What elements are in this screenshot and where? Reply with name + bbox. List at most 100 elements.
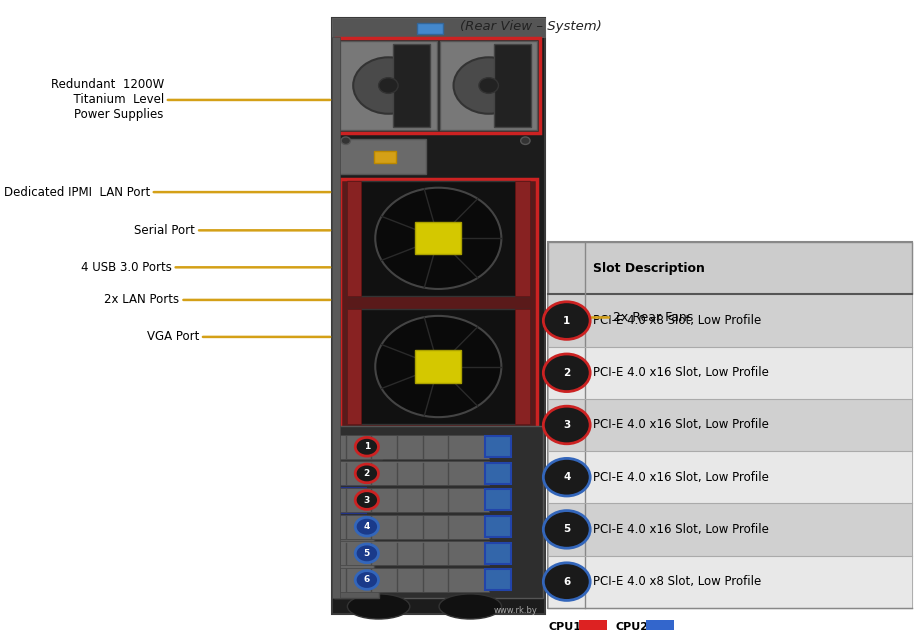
Text: 1: 1 [563, 316, 570, 326]
FancyBboxPatch shape [374, 151, 395, 163]
Text: 5: 5 [563, 525, 570, 535]
FancyBboxPatch shape [485, 569, 511, 590]
FancyBboxPatch shape [548, 347, 912, 399]
FancyBboxPatch shape [334, 539, 374, 554]
FancyBboxPatch shape [346, 309, 361, 424]
Text: (Rear View – System): (Rear View – System) [460, 20, 602, 33]
Circle shape [355, 491, 379, 509]
FancyBboxPatch shape [548, 504, 912, 556]
FancyBboxPatch shape [485, 463, 511, 484]
FancyBboxPatch shape [339, 179, 537, 429]
FancyBboxPatch shape [336, 38, 541, 133]
Text: PCI-E 4.0 x16 Slot, Low Profile: PCI-E 4.0 x16 Slot, Low Profile [593, 366, 769, 379]
Text: 6: 6 [563, 577, 570, 587]
FancyBboxPatch shape [346, 181, 530, 296]
Circle shape [479, 77, 498, 93]
Circle shape [543, 354, 590, 392]
Text: 2: 2 [364, 469, 370, 478]
FancyBboxPatch shape [334, 516, 366, 527]
Circle shape [355, 464, 379, 483]
Text: CPU2: CPU2 [615, 622, 648, 632]
Text: 6: 6 [364, 575, 370, 584]
FancyBboxPatch shape [416, 222, 461, 255]
Text: Slot Description: Slot Description [593, 262, 705, 275]
Circle shape [454, 57, 524, 114]
FancyBboxPatch shape [394, 44, 431, 127]
FancyBboxPatch shape [579, 620, 606, 633]
Circle shape [355, 571, 379, 589]
FancyBboxPatch shape [417, 23, 443, 34]
FancyBboxPatch shape [334, 474, 366, 486]
FancyBboxPatch shape [332, 18, 545, 37]
Ellipse shape [439, 594, 502, 619]
Text: 2x Rear Fans: 2x Rear Fans [613, 311, 693, 324]
FancyBboxPatch shape [334, 557, 374, 572]
FancyBboxPatch shape [548, 242, 912, 295]
FancyBboxPatch shape [332, 37, 339, 598]
Circle shape [355, 544, 379, 563]
Text: Dedicated IPMI  LAN Port: Dedicated IPMI LAN Port [4, 185, 150, 199]
Text: 2x LAN Ports: 2x LAN Ports [104, 293, 179, 307]
FancyBboxPatch shape [416, 351, 461, 383]
Ellipse shape [347, 594, 410, 619]
Text: 3: 3 [364, 495, 370, 505]
Text: 5: 5 [364, 549, 370, 558]
FancyBboxPatch shape [548, 399, 912, 451]
Text: PCI-E 4.0 x16 Slot, Low Profile: PCI-E 4.0 x16 Slot, Low Profile [593, 418, 769, 432]
FancyBboxPatch shape [485, 436, 511, 457]
FancyBboxPatch shape [346, 309, 530, 424]
Circle shape [543, 302, 590, 339]
FancyBboxPatch shape [440, 41, 538, 130]
Circle shape [375, 316, 502, 417]
Text: 2: 2 [563, 368, 570, 378]
Text: 1: 1 [364, 442, 370, 451]
Text: PCI-E 4.0 x8 Slot, Low Profile: PCI-E 4.0 x8 Slot, Low Profile [593, 314, 761, 327]
Text: 3: 3 [563, 420, 570, 430]
Circle shape [355, 438, 379, 456]
Text: www.rk.by: www.rk.by [493, 606, 537, 615]
Text: 4: 4 [364, 522, 370, 531]
FancyBboxPatch shape [516, 309, 530, 424]
Circle shape [543, 511, 590, 548]
Circle shape [379, 77, 398, 93]
FancyBboxPatch shape [339, 462, 489, 486]
Text: Serial Port: Serial Port [134, 224, 195, 237]
Text: 4 USB 3.0 Ports: 4 USB 3.0 Ports [80, 261, 172, 274]
FancyBboxPatch shape [647, 620, 674, 633]
FancyBboxPatch shape [493, 44, 530, 127]
FancyBboxPatch shape [336, 140, 426, 174]
FancyBboxPatch shape [516, 181, 530, 296]
FancyBboxPatch shape [339, 488, 489, 512]
Circle shape [543, 563, 590, 601]
FancyBboxPatch shape [339, 41, 437, 130]
Circle shape [355, 518, 379, 536]
FancyBboxPatch shape [334, 438, 382, 458]
FancyBboxPatch shape [334, 585, 380, 598]
FancyBboxPatch shape [332, 18, 545, 614]
FancyBboxPatch shape [339, 435, 489, 459]
Text: PCI-E 4.0 x8 Slot, Low Profile: PCI-E 4.0 x8 Slot, Low Profile [593, 575, 761, 588]
FancyBboxPatch shape [548, 556, 912, 608]
FancyBboxPatch shape [485, 489, 511, 511]
Text: 4: 4 [563, 472, 570, 482]
Circle shape [341, 137, 350, 144]
FancyBboxPatch shape [485, 542, 511, 563]
Circle shape [521, 137, 530, 144]
FancyBboxPatch shape [339, 514, 489, 538]
FancyBboxPatch shape [334, 502, 366, 513]
Text: VGA Port: VGA Port [147, 330, 199, 344]
FancyBboxPatch shape [485, 516, 511, 537]
FancyBboxPatch shape [548, 451, 912, 504]
Circle shape [353, 57, 423, 114]
FancyBboxPatch shape [548, 295, 912, 347]
FancyBboxPatch shape [548, 242, 912, 608]
FancyBboxPatch shape [334, 426, 542, 598]
Text: Redundant  1200W
  Titanium  Level
Power Supplies: Redundant 1200W Titanium Level Power Sup… [51, 79, 164, 121]
Circle shape [543, 406, 590, 444]
FancyBboxPatch shape [339, 541, 489, 565]
Text: CPU1: CPU1 [548, 622, 581, 632]
Circle shape [543, 458, 590, 496]
FancyBboxPatch shape [346, 181, 361, 296]
Text: PCI-E 4.0 x16 Slot, Low Profile: PCI-E 4.0 x16 Slot, Low Profile [593, 471, 769, 484]
Text: PCI-E 4.0 x16 Slot, Low Profile: PCI-E 4.0 x16 Slot, Low Profile [593, 523, 769, 536]
